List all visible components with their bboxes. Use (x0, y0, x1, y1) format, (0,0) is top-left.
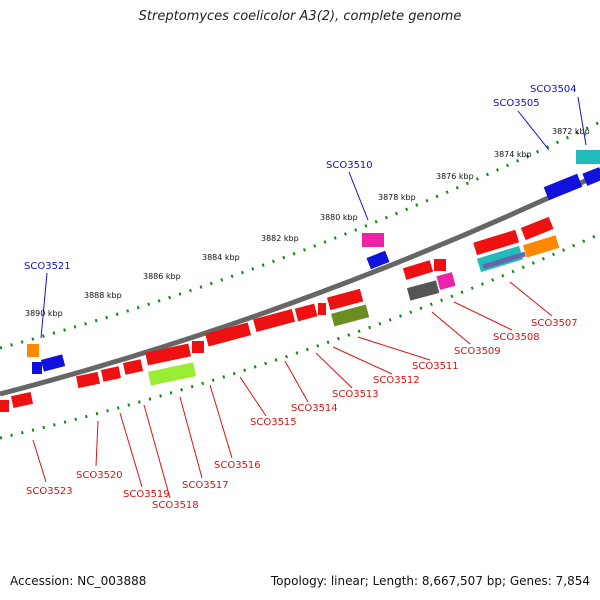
gene-block (205, 322, 252, 347)
leader-line (119, 412, 143, 488)
kbp-label-3886: 3886 kbp (143, 272, 181, 281)
reverse-leader-lines (32, 281, 553, 499)
accession-text: Accession: NC_003888 (10, 574, 147, 588)
reverse-gene-labels: SCO3507 SCO3508 SCO3509 SCO3511 SCO3512 … (26, 318, 578, 511)
gene-block (473, 229, 520, 256)
gene-block (406, 280, 440, 301)
kbp-label-3888: 3888 kbp (84, 291, 122, 300)
kbp-axis-labels: 3872 kbp 3874 kbp 3876 kbp 3878 kbp 3880… (25, 127, 590, 318)
gene-block (362, 233, 384, 247)
gene-label-sco3520[interactable]: SCO3520 (76, 470, 123, 481)
leader-line (284, 360, 309, 403)
leader-line (332, 346, 393, 375)
kbp-label-3878: 3878 kbp (378, 193, 416, 202)
gene-label-sco3511[interactable]: SCO3511 (412, 361, 459, 372)
leader-line (509, 281, 553, 317)
leader-line (453, 301, 513, 331)
gene-block (331, 304, 370, 327)
leader-line (95, 420, 99, 467)
gene-block (294, 303, 318, 322)
leader-line (517, 110, 550, 151)
genome-summary-text: Topology: linear; Length: 8,667,507 bp; … (270, 574, 590, 588)
leader-line (348, 171, 369, 221)
gene-block (10, 392, 34, 408)
gene-block (520, 216, 554, 241)
leader-line (431, 311, 471, 345)
gene-block (192, 341, 204, 353)
gene-block (522, 235, 560, 258)
gene-block (32, 362, 42, 374)
gene-block (327, 288, 364, 311)
gene-label-sco3507[interactable]: SCO3507 (531, 318, 578, 329)
gene-block (366, 250, 390, 270)
gene-label-sco3517[interactable]: SCO3517 (182, 480, 229, 491)
gene-label-sco3523[interactable]: SCO3523 (26, 486, 73, 497)
gene-label-sco3509[interactable]: SCO3509 (454, 346, 501, 357)
kbp-label-3884: 3884 kbp (202, 253, 240, 262)
kbp-label-3874: 3874 kbp (494, 150, 532, 159)
gene-block (122, 359, 144, 375)
gene-block (318, 303, 326, 315)
gene-label-sco3521[interactable]: SCO3521 (24, 261, 71, 272)
leader-line (239, 376, 267, 417)
kbp-label-3876: 3876 kbp (436, 172, 474, 181)
leader-line (209, 384, 233, 459)
kbp-label-3890: 3890 kbp (25, 309, 63, 318)
map-title: Streptomyces coelicolor A3(2), complete … (138, 9, 462, 24)
gene-label-sco3516[interactable]: SCO3516 (214, 460, 261, 471)
reverse-gene-blocks (0, 216, 560, 412)
gene-block (434, 259, 446, 271)
leader-line (143, 404, 171, 499)
kbp-label-3872: 3872 kbp (552, 127, 590, 136)
forward-leader-lines (40, 96, 587, 339)
leader-line (357, 336, 431, 361)
gene-label-sco3514[interactable]: SCO3514 (291, 403, 338, 414)
leader-line (179, 396, 203, 479)
forward-gene-blocks (27, 150, 600, 374)
gene-block (253, 309, 296, 332)
gene-block (0, 400, 9, 412)
leader-line (577, 96, 587, 146)
gene-label-sco3508[interactable]: SCO3508 (493, 332, 540, 343)
leader-line (315, 352, 353, 389)
gene-label-sco3518[interactable]: SCO3518 (152, 500, 199, 511)
gene-block (576, 150, 600, 164)
gene-block (145, 343, 191, 366)
leader-line (32, 439, 47, 483)
gene-block (75, 371, 101, 389)
gene-block (148, 362, 196, 386)
gene-block (27, 344, 39, 357)
gene-label-sco3512[interactable]: SCO3512 (373, 375, 420, 386)
gene-block (543, 173, 583, 201)
gene-block (100, 366, 122, 382)
gene-label-sco3515[interactable]: SCO3515 (250, 417, 297, 428)
gene-block (436, 272, 456, 290)
gene-label-sco3513[interactable]: SCO3513 (332, 389, 379, 400)
gene-block (40, 354, 66, 372)
gene-label-sco3505[interactable]: SCO3505 (493, 98, 540, 109)
leader-line (40, 272, 48, 339)
gene-label-sco3519[interactable]: SCO3519 (123, 489, 170, 500)
gene-label-sco3510[interactable]: SCO3510 (326, 160, 373, 171)
gene-block (582, 167, 600, 186)
forward-gene-labels: SCO3504 SCO3505 SCO3510 SCO3521 (24, 84, 577, 272)
gene-block (402, 260, 434, 280)
gene-block (482, 251, 526, 270)
kbp-label-3880: 3880 kbp (320, 213, 358, 222)
genome-backbone (0, 171, 600, 397)
gene-label-sco3504[interactable]: SCO3504 (530, 84, 577, 95)
kbp-label-3882: 3882 kbp (261, 234, 299, 243)
